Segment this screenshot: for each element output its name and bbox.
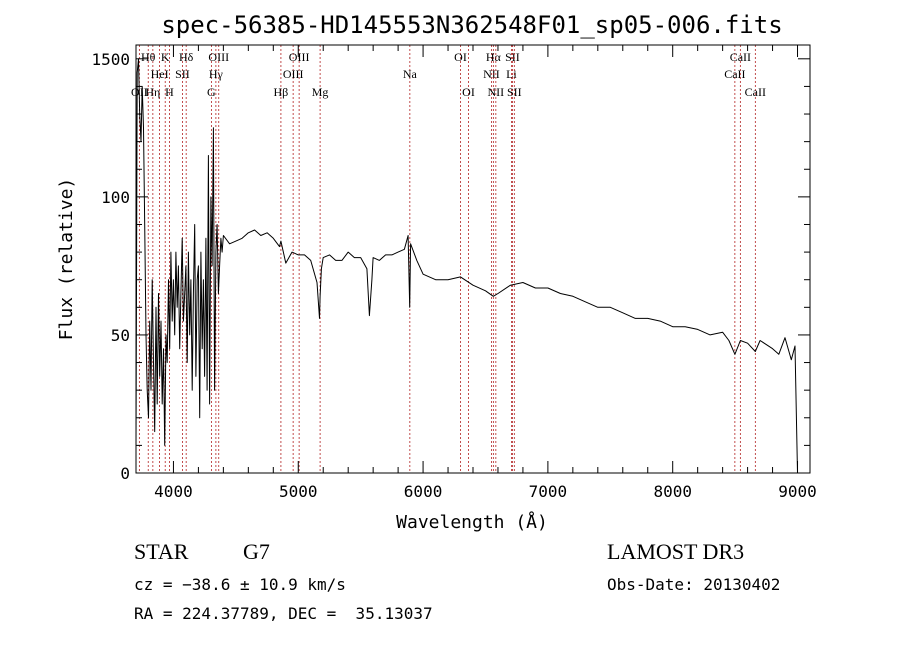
marker-label-4: K — [161, 50, 170, 64]
marker-label-3: HeI — [151, 67, 169, 81]
marker-label-9: Hγ — [209, 67, 224, 81]
marker-label-24: CaII — [724, 67, 745, 81]
y-tick-label-0: 0 — [120, 464, 130, 483]
x-tick-label-4: 8000 — [653, 482, 692, 501]
spectral-subclass: G7 — [243, 539, 270, 564]
marker-label-23: SII — [507, 85, 522, 99]
redshift-readout: cz = −38.6 ± 10.9 km/s — [134, 575, 346, 594]
x-tick-label-0: 4000 — [154, 482, 193, 501]
x-axis-ticks: 4000 5000 6000 7000 8000 9000 — [154, 45, 817, 501]
survey-name: LAMOST DR3 — [607, 539, 744, 564]
emission-line-markers: OIIHθHηHeIKHSIIHδGHγOIIIHβOIIIOIIIMgNaOI… — [131, 45, 766, 473]
marker-label-26: CaII — [745, 85, 766, 99]
marker-label-11: Hβ — [274, 85, 289, 99]
marker-label-20: NII — [488, 85, 505, 99]
x-tick-label-1: 5000 — [279, 482, 318, 501]
x-tick-label-5: 9000 — [778, 482, 817, 501]
marker-label-7: Hδ — [179, 50, 194, 64]
marker-label-15: Na — [403, 67, 418, 81]
y-axis-label: Flux (relative) — [56, 178, 77, 341]
object-class: STAR — [134, 539, 189, 564]
x-tick-label-3: 7000 — [529, 482, 568, 501]
marker-label-13: OIII — [289, 50, 310, 64]
marker-label-6: SII — [175, 67, 190, 81]
flux-line — [135, 58, 798, 474]
plot-frame — [135, 44, 811, 474]
marker-label-19: Hα — [486, 50, 502, 64]
marker-label-5: H — [165, 85, 174, 99]
marker-label-21: Li — [506, 67, 517, 81]
sky-coordinates: RA = 224.37789, DEC = 35.13037 — [134, 604, 433, 623]
y-tick-label-1: 50 — [111, 326, 130, 345]
marker-label-1: Hθ — [141, 50, 156, 64]
marker-label-2: Hη — [145, 85, 160, 99]
marker-label-22: SII — [505, 50, 520, 64]
flux-series — [135, 58, 798, 474]
y-axis-ticks: 0 50 100 1500 — [91, 50, 810, 483]
marker-label-8: G — [207, 85, 216, 99]
observation-date: Obs-Date: 20130402 — [607, 575, 780, 594]
marker-label-14: Mg — [312, 85, 329, 99]
marker-label-25: CaII — [730, 50, 751, 64]
marker-label-18: NII — [483, 67, 500, 81]
marker-label-10: OIII — [208, 50, 229, 64]
x-axis-label: Wavelength (Å) — [396, 511, 548, 533]
marker-label-16: OI — [454, 50, 467, 64]
y-tick-label-2: 100 — [101, 188, 130, 207]
x-tick-label-2: 6000 — [404, 482, 443, 501]
y-tick-label-3: 1500 — [91, 50, 130, 69]
marker-label-17: OI — [462, 85, 475, 99]
marker-label-12: OIII — [283, 67, 304, 81]
chart-title: spec-56385-HD145553N362548F01_sp05-006.f… — [161, 11, 782, 39]
